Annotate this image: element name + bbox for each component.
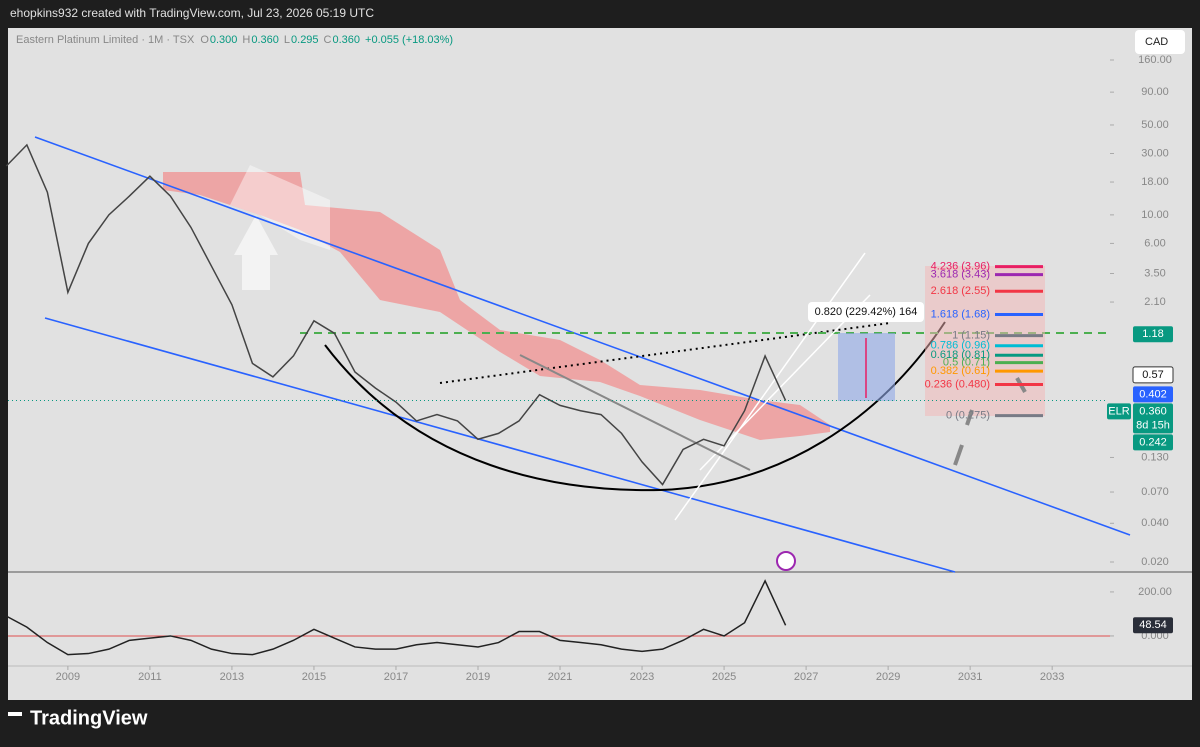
y-tick-label: 30.00 — [1141, 147, 1169, 159]
price-line — [5, 143, 787, 486]
price-tag — [1133, 386, 1173, 403]
price-tag-label: 0.57 — [1142, 369, 1163, 381]
symbol-name: Eastern Platinum Limited · 1M · TSX — [16, 34, 195, 46]
y-tick-label: 18.00 — [1141, 176, 1169, 188]
ohlc-value: 0.360 — [333, 34, 361, 46]
ohlc-key: C — [324, 34, 332, 46]
x-tick-label: 2009 — [56, 671, 80, 683]
projection-dash — [953, 444, 964, 466]
x-tick-label: 2031 — [958, 671, 982, 683]
ohlc-value: 0.300 — [210, 34, 238, 46]
fib-label: 0.382 (0.61) — [931, 365, 990, 377]
price-tag-label: 0.402 — [1139, 388, 1167, 400]
fib-label: 1 (1.15) — [952, 330, 990, 342]
x-tick-label: 2019 — [466, 671, 490, 683]
fib-label: 2.618 (2.55) — [931, 285, 990, 297]
x-tick-label: 2033 — [1040, 671, 1064, 683]
fib-label: 1.618 (1.68) — [931, 308, 990, 320]
ohlc-value: 0.360 — [251, 34, 279, 46]
projection-dash — [965, 409, 974, 426]
x-tick-label: 2025 — [712, 671, 736, 683]
event-icon[interactable] — [776, 551, 796, 571]
price-tag — [1133, 434, 1173, 451]
attribution: ehopkins932 created with TradingView.com… — [10, 6, 374, 20]
oscillator-tag — [1133, 617, 1173, 634]
measure-label-box — [808, 302, 924, 322]
channel-lower — [44, 317, 956, 573]
y-tick-label: 0.070 — [1141, 486, 1169, 498]
price-tag — [1133, 403, 1173, 434]
currency[interactable]: CAD — [1145, 36, 1168, 48]
y-tick-label: 10.00 — [1141, 209, 1169, 221]
brand: TradingView — [30, 707, 148, 729]
ohlc-key: H — [242, 34, 250, 46]
arrow-up — [234, 215, 278, 290]
fib-label: 0 (0.275) — [946, 410, 990, 422]
x-tick-label: 2021 — [548, 671, 572, 683]
x-tick-label: 2017 — [384, 671, 408, 683]
price-tag-label: 1.18 — [1142, 328, 1163, 340]
channel-upper — [34, 136, 1131, 536]
measure-label: 0.820 (229.42%) 164 — [815, 306, 918, 318]
y-tick-label: 90.00 — [1141, 86, 1169, 98]
cup-arc — [324, 321, 946, 492]
x-tick-label: 2015 — [302, 671, 326, 683]
x-tick-label: 2023 — [630, 671, 654, 683]
fib-label: 0.618 (0.81) — [931, 349, 990, 361]
oscillator-tag-label: 48.54 — [1139, 619, 1167, 631]
symbol-tag — [1107, 403, 1131, 420]
y-tick-label: 160.00 — [1138, 54, 1172, 66]
y-tick-label: 6.00 — [1144, 237, 1165, 249]
price-tag — [1132, 366, 1174, 384]
symbol-tag-label: ELR — [1108, 405, 1129, 417]
ohlc-key: L — [284, 34, 290, 46]
countdown: 8d 15h — [1136, 419, 1170, 431]
price-tag-label: 0.242 — [1139, 436, 1167, 448]
price-tag — [1133, 326, 1173, 343]
x-tick-label: 2013 — [220, 671, 244, 683]
price-line — [6, 579, 787, 656]
change: +0.055 (+18.03%) — [365, 34, 453, 46]
ohlc-value: 0.295 — [291, 34, 319, 46]
fib-label: 0.786 (0.96) — [931, 340, 990, 352]
x-tick-label: 2027 — [794, 671, 818, 683]
price-tag-label: 0.360 — [1139, 405, 1167, 417]
y-tick-label: 50.00 — [1141, 119, 1169, 131]
y-tick-label: 200.00 — [1138, 586, 1172, 598]
ohlc-legend: O 0.300 H 0.360 L 0.295 C 0.360 +0.055 (+18.03%) — [200, 34, 453, 46]
y-tick-label: 0.020 — [1141, 556, 1169, 568]
currency-button[interactable] — [1135, 30, 1185, 54]
fib-label: 0.236 (0.480) — [925, 378, 990, 390]
rising-channel-lower — [699, 294, 871, 471]
cloud-highlight — [230, 165, 330, 250]
fib-label: 0.5 (0.71) — [943, 357, 990, 369]
ohlc-key: O — [200, 34, 209, 46]
x-tick-label: 2029 — [876, 671, 900, 683]
logo-mark — [8, 712, 22, 716]
y-tick-label: 0.130 — [1141, 451, 1169, 463]
y-tick-label: 0.040 — [1141, 517, 1169, 529]
y-tick-label: 2.10 — [1144, 296, 1165, 308]
ichimoku-cloud — [163, 172, 830, 440]
rising-channel-upper — [674, 252, 866, 521]
x-tick-label: 2011 — [138, 671, 162, 683]
fib-label: 4.236 (3.96) — [931, 261, 990, 273]
y-tick-label: 3.50 — [1144, 267, 1165, 279]
wedge-line — [519, 354, 751, 471]
trend-dotted — [439, 322, 891, 384]
fib-label: 3.618 (3.43) — [931, 269, 990, 281]
